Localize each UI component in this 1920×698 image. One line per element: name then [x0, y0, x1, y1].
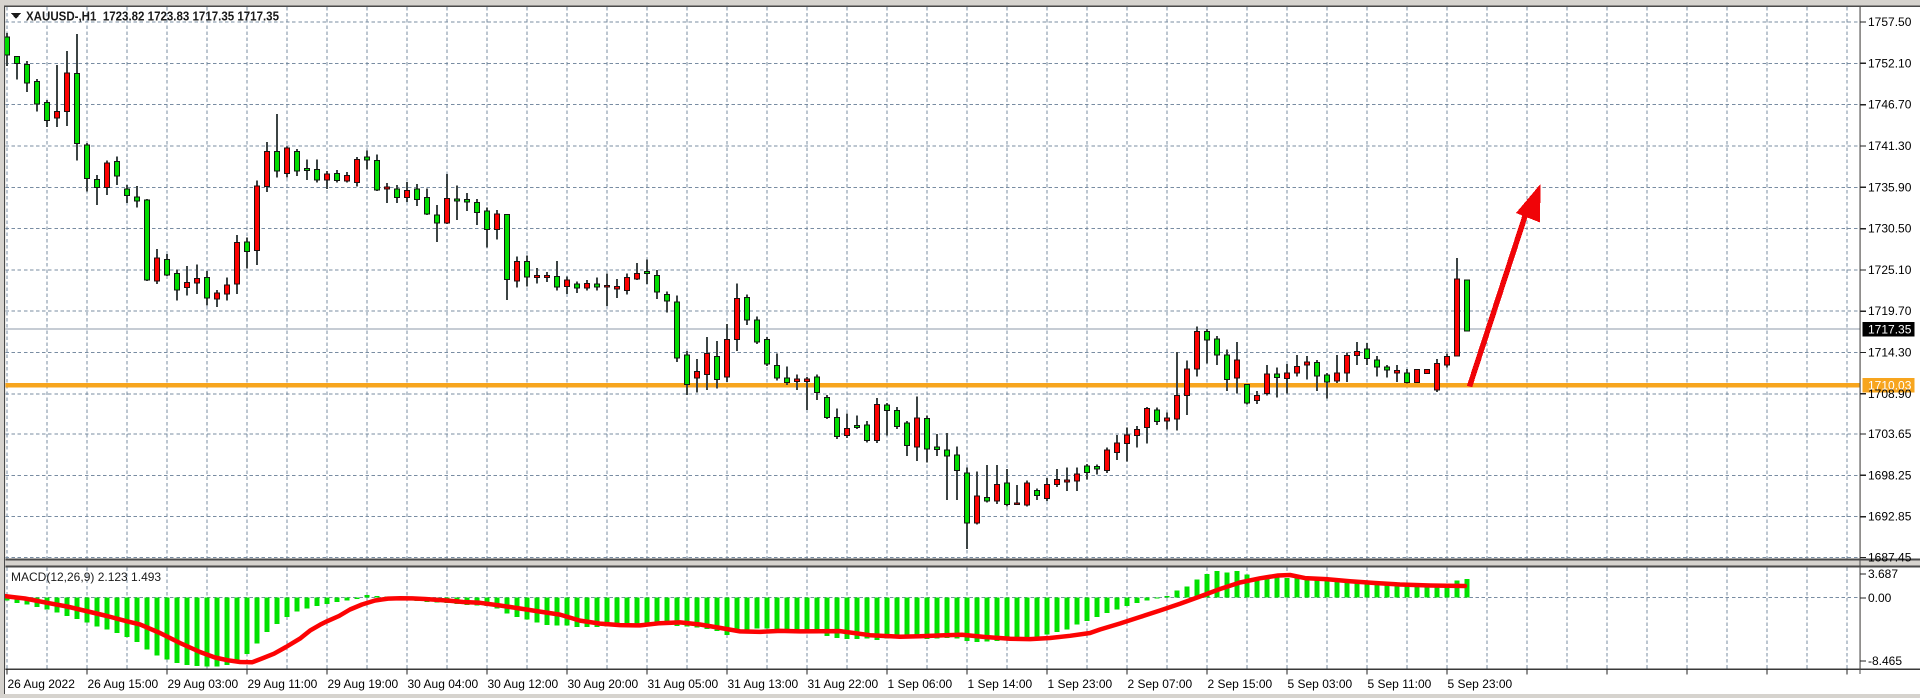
- svg-text:1757.50: 1757.50: [1868, 15, 1912, 29]
- svg-text:1730.50: 1730.50: [1868, 222, 1912, 236]
- svg-text:1714.30: 1714.30: [1868, 346, 1912, 360]
- svg-text:1710.03: 1710.03: [1868, 379, 1912, 393]
- svg-text:30 Aug 20:00: 30 Aug 20:00: [568, 677, 639, 691]
- svg-text:1735.90: 1735.90: [1868, 180, 1912, 194]
- svg-text:1 Sep 14:00: 1 Sep 14:00: [968, 677, 1033, 691]
- svg-text:31 Aug 13:00: 31 Aug 13:00: [728, 677, 799, 691]
- svg-text:5 Sep 11:00: 5 Sep 11:00: [1368, 677, 1432, 691]
- svg-text:-8.465: -8.465: [1868, 654, 1902, 668]
- svg-text:1746.70: 1746.70: [1868, 98, 1912, 112]
- svg-text:1752.10: 1752.10: [1868, 56, 1912, 70]
- svg-text:29 Aug 11:00: 29 Aug 11:00: [248, 677, 318, 691]
- svg-text:31 Aug 05:00: 31 Aug 05:00: [648, 677, 719, 691]
- svg-text:1687.45: 1687.45: [1868, 551, 1912, 565]
- svg-text:26 Aug 2022: 26 Aug 2022: [8, 677, 76, 691]
- svg-text:2 Sep 07:00: 2 Sep 07:00: [1128, 677, 1193, 691]
- svg-text:1698.25: 1698.25: [1868, 468, 1912, 482]
- svg-text:1725.10: 1725.10: [1868, 263, 1912, 277]
- svg-text:5 Sep 23:00: 5 Sep 23:00: [1448, 677, 1513, 691]
- svg-text:1741.30: 1741.30: [1868, 139, 1912, 153]
- svg-text:MACD(12,26,9) 2.123 1.493: MACD(12,26,9) 2.123 1.493: [11, 570, 161, 584]
- svg-text:5 Sep 03:00: 5 Sep 03:00: [1288, 677, 1353, 691]
- svg-text:26 Aug 15:00: 26 Aug 15:00: [88, 677, 159, 691]
- svg-text:30 Aug 12:00: 30 Aug 12:00: [488, 677, 559, 691]
- svg-text:XAUUSD-,H1 1723.82 1723.83 17: XAUUSD-,H1 1723.82 1723.83 1717.35 1717.…: [26, 10, 279, 24]
- svg-text:1717.35: 1717.35: [1868, 323, 1912, 337]
- svg-text:3.687: 3.687: [1868, 567, 1898, 581]
- svg-text:1 Sep 06:00: 1 Sep 06:00: [888, 677, 953, 691]
- svg-text:31 Aug 22:00: 31 Aug 22:00: [808, 677, 879, 691]
- svg-text:0.00: 0.00: [1868, 591, 1892, 605]
- svg-text:1 Sep 23:00: 1 Sep 23:00: [1048, 677, 1113, 691]
- svg-text:29 Aug 19:00: 29 Aug 19:00: [328, 677, 399, 691]
- svg-text:2 Sep 15:00: 2 Sep 15:00: [1208, 677, 1273, 691]
- svg-text:29 Aug 03:00: 29 Aug 03:00: [168, 677, 239, 691]
- svg-text:30 Aug 04:00: 30 Aug 04:00: [408, 677, 479, 691]
- svg-text:1719.70: 1719.70: [1868, 304, 1912, 318]
- svg-text:1703.65: 1703.65: [1868, 427, 1912, 441]
- svg-text:1692.85: 1692.85: [1868, 510, 1912, 524]
- svg-text:1708.90: 1708.90: [1868, 387, 1912, 401]
